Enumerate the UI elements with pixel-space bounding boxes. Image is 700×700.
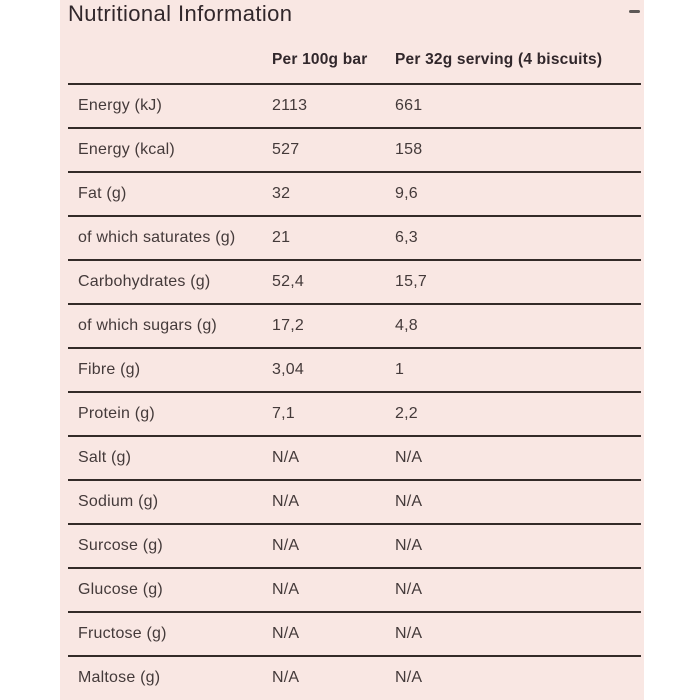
value-per-100g: N/A: [272, 625, 300, 642]
value-per-32g: N/A: [395, 449, 423, 466]
collapse-icon[interactable]: [629, 10, 640, 13]
value-per-32g: 4,8: [395, 317, 418, 334]
row-label: Carbohydrates (g): [78, 273, 211, 290]
value-per-32g: N/A: [395, 625, 423, 642]
table-row: Energy (kcal) 527 158: [68, 129, 641, 173]
row-label: Maltose (g): [78, 669, 161, 686]
value-per-100g: N/A: [272, 537, 300, 554]
value-per-32g: N/A: [395, 537, 423, 554]
row-label: Sodium (g): [78, 493, 159, 510]
table-row: Maltose (g) N/A N/A: [68, 657, 641, 699]
nutrition-table: Per 100g bar Per 32g serving (4 biscuits…: [68, 28, 641, 699]
value-per-100g: N/A: [272, 581, 300, 598]
nutrition-panel: Nutritional Information Per 100g bar Per…: [60, 0, 644, 700]
value-per-32g: 2,2: [395, 405, 418, 422]
row-label: Energy (kcal): [78, 141, 175, 158]
row-label: Fat (g): [78, 185, 127, 202]
table-row: Fructose (g) N/A N/A: [68, 613, 641, 657]
page-title: Nutritional Information: [68, 1, 293, 26]
value-per-100g: 3,04: [272, 361, 304, 378]
row-label: of which saturates (g): [78, 229, 236, 246]
row-label: Glucose (g): [78, 581, 163, 598]
row-label: Salt (g): [78, 449, 132, 466]
column-header-blank: [68, 69, 272, 83]
table-row: Glucose (g) N/A N/A: [68, 569, 641, 613]
table-row: Surcose (g) N/A N/A: [68, 525, 641, 569]
value-per-100g: 527: [272, 141, 300, 158]
table-row: Protein (g) 7,1 2,2: [68, 393, 641, 437]
value-per-32g: N/A: [395, 493, 423, 510]
row-label: Fructose (g): [78, 625, 167, 642]
row-label: Protein (g): [78, 405, 155, 422]
table-row: Fibre (g) 3,04 1: [68, 349, 641, 393]
value-per-32g: 6,3: [395, 229, 418, 246]
value-per-32g: 1: [395, 361, 405, 378]
value-per-100g: 21: [272, 229, 291, 246]
value-per-100g: 2113: [272, 97, 308, 114]
value-per-32g: N/A: [395, 669, 423, 686]
row-label: of which sugars (g): [78, 317, 217, 334]
value-per-100g: 52,4: [272, 273, 304, 290]
value-per-32g: 158: [395, 141, 423, 158]
value-per-100g: 7,1: [272, 405, 295, 422]
value-per-100g: N/A: [272, 493, 300, 510]
value-per-32g: 15,7: [395, 273, 427, 290]
table-row: Fat (g) 32 9,6: [68, 173, 641, 217]
row-label: Fibre (g): [78, 361, 141, 378]
column-header-per-100g: Per 100g bar: [272, 51, 368, 68]
table-row: of which saturates (g) 21 6,3: [68, 217, 641, 261]
value-per-100g: 17,2: [272, 317, 304, 334]
value-per-100g: N/A: [272, 449, 300, 466]
column-header-per-32g: Per 32g serving (4 biscuits): [395, 51, 603, 68]
table-header-row: Per 100g bar Per 32g serving (4 biscuits…: [68, 28, 641, 85]
value-per-32g: 9,6: [395, 185, 418, 202]
table-row: Sodium (g) N/A N/A: [68, 481, 641, 525]
value-per-32g: N/A: [395, 581, 423, 598]
row-label: Energy (kJ): [78, 97, 162, 114]
table-row: Salt (g) N/A N/A: [68, 437, 641, 481]
value-per-100g: N/A: [272, 669, 300, 686]
table-row: Carbohydrates (g) 52,4 15,7: [68, 261, 641, 305]
table-row: of which sugars (g) 17,2 4,8: [68, 305, 641, 349]
table-row: Energy (kJ) 2113 661: [68, 85, 641, 129]
row-label: Surcose (g): [78, 537, 163, 554]
value-per-32g: 661: [395, 97, 423, 114]
value-per-100g: 32: [272, 185, 291, 202]
